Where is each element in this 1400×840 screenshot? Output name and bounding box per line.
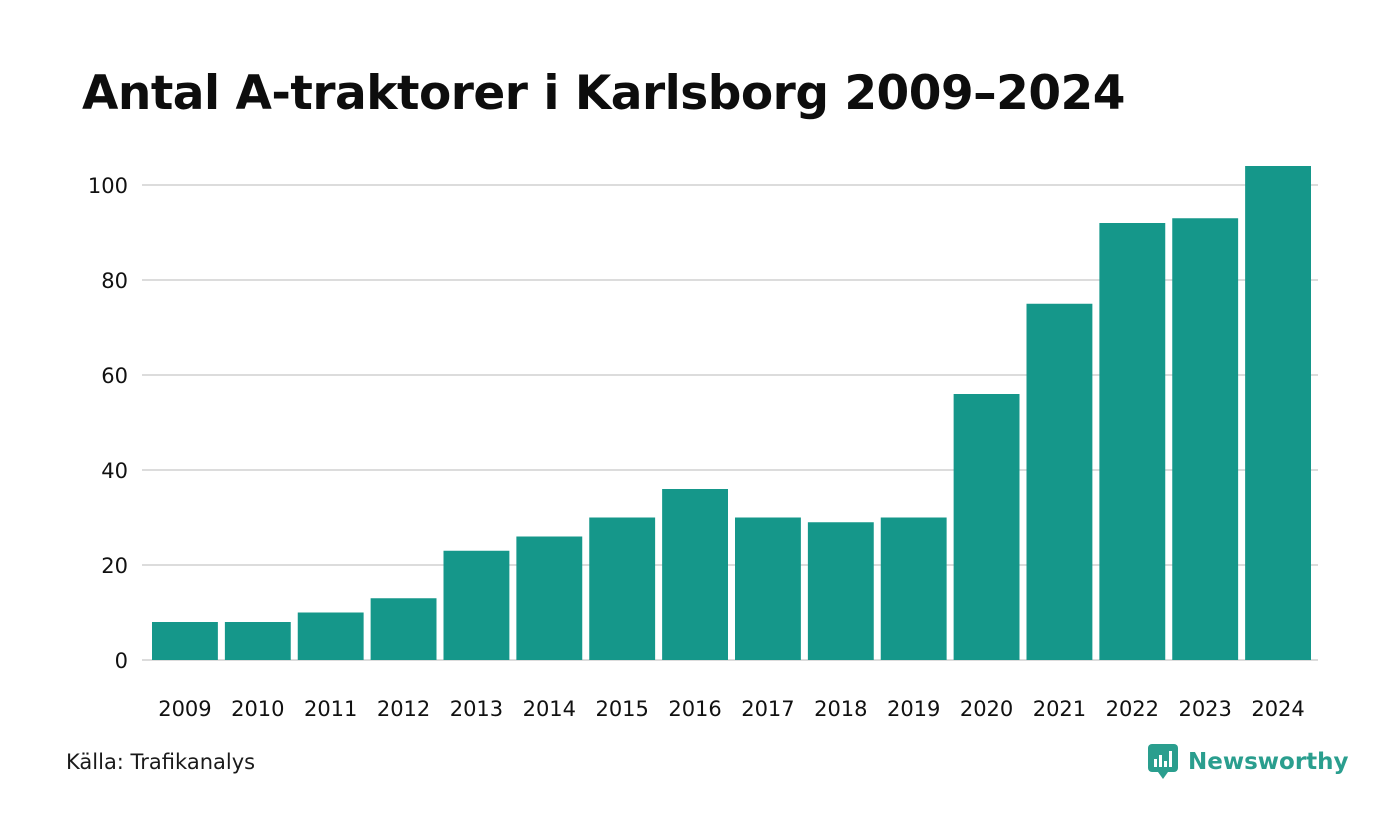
y-tick-label: 60 (101, 364, 128, 388)
bar (224, 622, 291, 660)
x-tick-label: 2012 (377, 697, 430, 721)
newsworthy-logo-icon (1148, 744, 1178, 779)
bar (735, 517, 801, 660)
y-tick-label: 20 (101, 554, 128, 578)
y-tick-label: 40 (101, 459, 128, 483)
x-tick-label: 2013 (450, 697, 503, 721)
bar-chart: 0 20 40 60 80 100 2009 2010 2011 2012 2013 2014 2015… (88, 166, 1318, 721)
brand-logo: Newsworthy (1148, 744, 1349, 780)
x-tick-label: 2015 (595, 697, 648, 721)
bar (516, 536, 583, 660)
bar (880, 517, 947, 660)
bar (152, 622, 218, 660)
x-tick-label: 2020 (960, 697, 1013, 721)
brand-name: Newsworthy (1188, 749, 1349, 775)
bar (1245, 166, 1311, 660)
y-tick-label: 80 (101, 269, 128, 293)
x-tick-label: 2017 (741, 697, 794, 721)
bar (297, 612, 364, 660)
x-tick-label: 2011 (304, 697, 357, 721)
x-tick-label: 2018 (814, 697, 867, 721)
x-tick-label: 2009 (158, 697, 211, 721)
bar (1099, 223, 1166, 660)
bar (1026, 303, 1093, 660)
source-note: Källa: Trafikanalys (66, 750, 256, 774)
x-tick-label: 2023 (1178, 697, 1231, 721)
x-tick-label: 2024 (1251, 697, 1304, 721)
bar (1172, 218, 1239, 660)
x-tick-label: 2019 (887, 697, 940, 721)
bar (589, 517, 656, 660)
x-tick-label: 2010 (231, 697, 284, 721)
y-tick-label: 0 (115, 649, 128, 673)
bar (807, 522, 874, 660)
x-tick-label: 2022 (1106, 697, 1159, 721)
x-tick-label: 2021 (1033, 697, 1086, 721)
y-tick-label: 100 (88, 174, 128, 198)
x-tick-label: 2014 (523, 697, 576, 721)
bar (370, 598, 437, 660)
bar (443, 550, 510, 660)
bar (953, 394, 1020, 660)
chart-title: Antal A-traktorer i Karlsborg 2009–2024 (82, 66, 1125, 121)
bar (662, 489, 728, 660)
x-tick-label: 2016 (668, 697, 721, 721)
